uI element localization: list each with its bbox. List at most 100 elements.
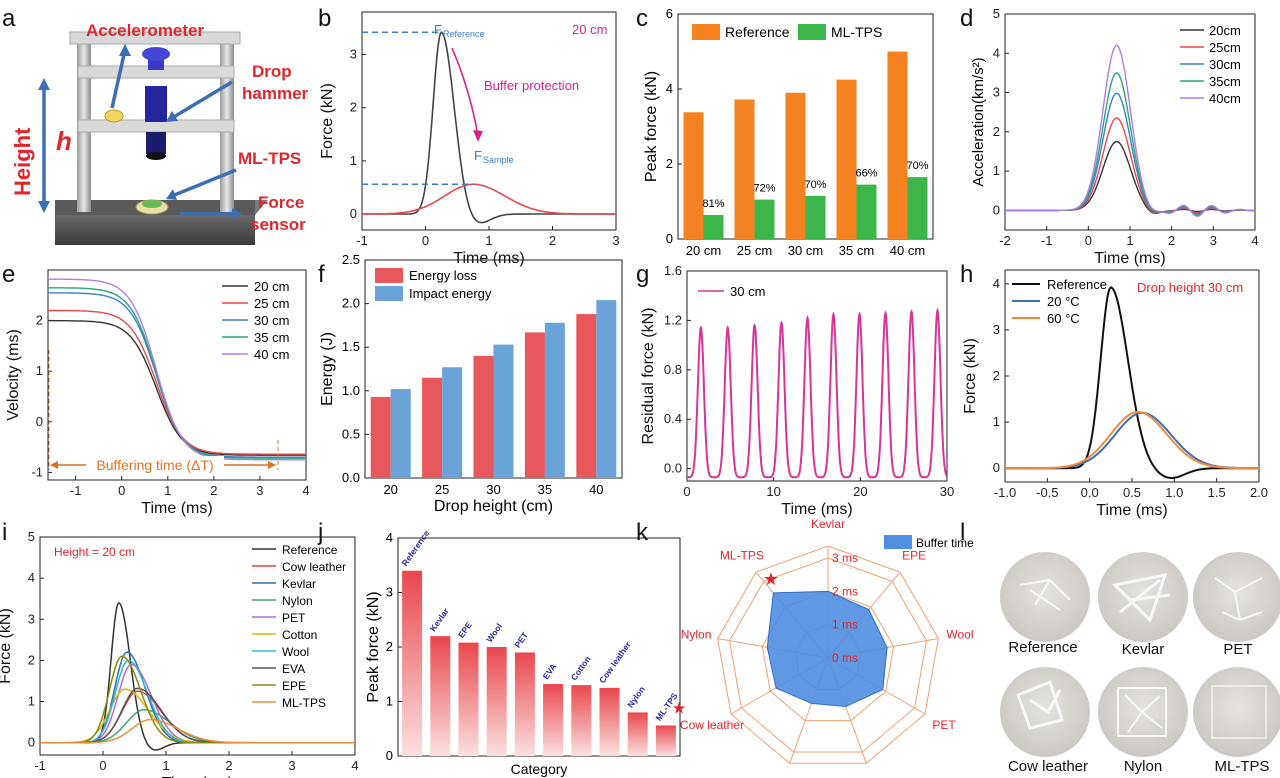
drop-height-annotation: Drop height 30 cm <box>1137 280 1243 295</box>
y-tick-label: 0 <box>993 202 1000 217</box>
chart-h-temperature-force: -1.0 -0.5 0.0 0.5 1.0 1.5 2.0 0 1 2 3 4 Time (ms) For… <box>962 269 1268 519</box>
buffer-arrow-head <box>473 130 483 142</box>
dt-arrow-left <box>50 461 58 469</box>
bar-reference-3 <box>836 79 857 239</box>
y-tick-label: 4 <box>993 45 1000 60</box>
y-tick-label: 5 <box>993 6 1000 21</box>
plot-frame <box>361 11 617 231</box>
sample-disc-kevlar <box>1098 552 1188 642</box>
y-tick-label: 0.5 <box>342 426 360 441</box>
sample-disc-reference <box>1000 552 1090 642</box>
panel-label-l: l <box>960 519 965 546</box>
bar-label: Wool <box>484 622 504 645</box>
y-tick-label: 4 <box>386 530 393 545</box>
bar-0-2 <box>473 355 494 478</box>
x-tick-label: 3 <box>612 233 619 248</box>
series-line <box>47 278 306 461</box>
y-axis-label: Force (kN) <box>0 608 14 684</box>
y-axis-label: Residual force (kN) <box>640 308 657 445</box>
f-sample-sub: Sample <box>483 155 514 165</box>
y-tick-label: 0 <box>666 231 673 246</box>
x-tick-label: 0.5 <box>1123 485 1141 500</box>
y-axis-label: Peak force (kN) <box>365 591 382 702</box>
y-tick-label: 0.0 <box>342 470 360 485</box>
sample-label-mltps: ML-TPS <box>1214 758 1269 775</box>
bar-reference-1 <box>734 99 755 239</box>
x-tick-label: 2 <box>1168 233 1175 248</box>
series-line-reference <box>362 31 616 224</box>
x-axis-label: Time (ms) <box>1094 250 1165 267</box>
bar-reference-0 <box>683 112 704 239</box>
bar-0-4 <box>576 314 597 478</box>
y-tick-label: -1 <box>31 464 43 479</box>
label-accelerometer: Accelerometer <box>86 21 205 40</box>
series-line <box>1005 411 1259 470</box>
bar-label: Cow leather <box>597 639 633 685</box>
legend-label: 35 cm <box>254 330 289 345</box>
series-line <box>48 319 306 456</box>
y-axis-label: Energy (J) <box>319 332 336 406</box>
sample-disc-cow-leather <box>1000 667 1090 757</box>
bar-1-4 <box>596 300 617 478</box>
panel-label-d: d <box>960 5 973 32</box>
x-tick-label: 1.5 <box>1208 485 1226 500</box>
buffer-arrow <box>451 47 479 137</box>
panel-a-apparatus: Accelerometer Drop hammer ML-TPS Force s… <box>10 21 309 245</box>
series-line <box>40 601 355 751</box>
y-tick-label: 2 <box>386 639 393 654</box>
sample-label-pet: PET <box>1223 641 1252 658</box>
x-tick-label: 30 <box>486 482 500 497</box>
legend-label: 20 °C <box>1047 294 1080 309</box>
legend-label: Reference <box>725 24 790 40</box>
label-force: Force <box>258 193 304 212</box>
radar-axis-label: ML-TPS <box>720 548 764 562</box>
bar-1-0 <box>390 389 411 478</box>
apparatus-arrows <box>38 44 242 220</box>
legend-label: 30 cm <box>254 313 289 328</box>
bar-ml-tps-0 <box>703 215 724 239</box>
chart-i-material-force: -1 0 1 2 3 4 0 1 2 3 4 5 Time (ms) Force (kN) Referenc… <box>0 529 359 778</box>
panel-label-a: a <box>2 5 16 32</box>
x-tick-label: 3 <box>1210 233 1217 248</box>
radar-ring-label: 3 ms <box>832 551 858 565</box>
x-tick-label: 3 <box>256 483 263 498</box>
plot-frame <box>686 270 948 482</box>
y-tick-label: 2 <box>350 100 357 115</box>
y-tick-label: 1.6 <box>664 263 682 278</box>
bar-ml-tps-3 <box>856 184 877 239</box>
plot-frame <box>47 269 307 481</box>
sample-label-reference: Reference <box>1008 639 1077 656</box>
x-tick-label: 2 <box>549 233 556 248</box>
y-tick-label: 1.2 <box>664 312 682 327</box>
bar-label: EPE <box>456 620 474 640</box>
x-tick-label: -1 <box>356 233 368 248</box>
x-axis-label: Category <box>511 761 568 777</box>
bar-0-3 <box>524 332 545 478</box>
legend-label: Wool <box>282 645 309 659</box>
bar-1-2 <box>493 344 514 478</box>
bar-label: Kevlar <box>428 606 451 634</box>
sample-label-kevlar: Kevlar <box>1122 641 1165 658</box>
x-tick-label: 20 <box>383 482 397 497</box>
radar-axis-label: Cotton <box>764 777 799 778</box>
radar-axis-label: Cow leather <box>680 718 744 732</box>
y-tick-label: 1 <box>386 694 393 709</box>
legend-label: 25cm <box>1209 40 1241 55</box>
y-tick-label: 3 <box>28 611 35 626</box>
legend-label: 25 cm <box>254 296 289 311</box>
panel-label-c: c <box>636 5 648 32</box>
x-tick-label: 4 <box>1251 233 1258 248</box>
x-tick-label: -1 <box>1041 233 1053 248</box>
bar-7 <box>599 687 620 756</box>
y-axis-label: Force (kN) <box>962 338 979 414</box>
bar-9 <box>655 725 676 756</box>
y-axis-label: Force (kN) <box>319 83 336 159</box>
x-tick-label: 30 cm <box>788 243 823 258</box>
y-tick-label: 1 <box>28 694 35 709</box>
y-tick-label: 5 <box>28 529 35 544</box>
bar-reference-2 <box>785 92 806 239</box>
x-axis-label: Time (ms) <box>1096 502 1167 519</box>
panel-label-e: e <box>2 261 15 288</box>
legend-label: 20 cm <box>254 279 289 294</box>
